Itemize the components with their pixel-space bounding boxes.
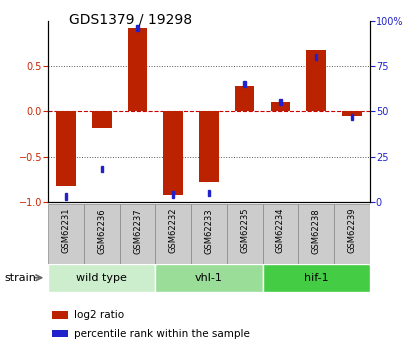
Bar: [136, 25, 139, 31]
Bar: [92, 111, 112, 128]
Bar: [235, 86, 255, 111]
Bar: [120, 204, 155, 264]
Text: vhl-1: vhl-1: [195, 273, 223, 283]
Bar: [128, 28, 147, 111]
Bar: [306, 50, 326, 111]
Bar: [48, 204, 84, 264]
Text: GSM62238: GSM62238: [312, 208, 320, 254]
Bar: [155, 264, 262, 292]
Bar: [52, 330, 68, 337]
Bar: [199, 111, 219, 182]
Bar: [279, 99, 281, 105]
Text: wild type: wild type: [76, 273, 127, 283]
Text: log2 ratio: log2 ratio: [74, 310, 124, 320]
Text: GSM62233: GSM62233: [205, 208, 213, 254]
Bar: [270, 102, 290, 111]
Text: GSM62231: GSM62231: [62, 208, 71, 254]
Bar: [208, 190, 210, 196]
Text: GDS1379 / 19298: GDS1379 / 19298: [69, 12, 192, 26]
Text: GSM62237: GSM62237: [133, 208, 142, 254]
Bar: [351, 114, 353, 120]
Text: GSM62236: GSM62236: [97, 208, 106, 254]
Bar: [101, 166, 103, 172]
Bar: [191, 204, 227, 264]
Text: hif-1: hif-1: [304, 273, 328, 283]
Bar: [172, 191, 174, 198]
Bar: [315, 54, 317, 60]
Bar: [227, 204, 262, 264]
Bar: [244, 81, 246, 87]
Text: percentile rank within the sample: percentile rank within the sample: [74, 329, 250, 339]
Bar: [155, 204, 191, 264]
Bar: [262, 204, 298, 264]
Text: GSM62239: GSM62239: [347, 208, 356, 254]
Bar: [163, 111, 183, 195]
Bar: [262, 264, 370, 292]
Bar: [84, 204, 120, 264]
Text: GSM62234: GSM62234: [276, 208, 285, 254]
Bar: [56, 111, 76, 186]
Bar: [65, 193, 67, 199]
Bar: [334, 204, 370, 264]
Text: strain: strain: [4, 273, 36, 283]
Bar: [48, 264, 155, 292]
Bar: [52, 311, 68, 319]
Text: GSM62232: GSM62232: [169, 208, 178, 254]
Bar: [298, 204, 334, 264]
Bar: [342, 111, 362, 116]
Text: GSM62235: GSM62235: [240, 208, 249, 254]
